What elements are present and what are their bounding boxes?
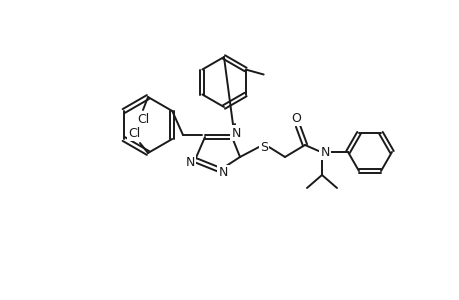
Text: S: S [259,140,268,154]
Text: N: N [185,155,194,169]
Text: Cl: Cl [128,127,140,140]
Text: N: N [218,167,227,179]
Text: O: O [291,112,300,124]
Text: Cl: Cl [137,112,149,125]
Text: N: N [231,127,240,140]
Text: N: N [319,146,329,158]
